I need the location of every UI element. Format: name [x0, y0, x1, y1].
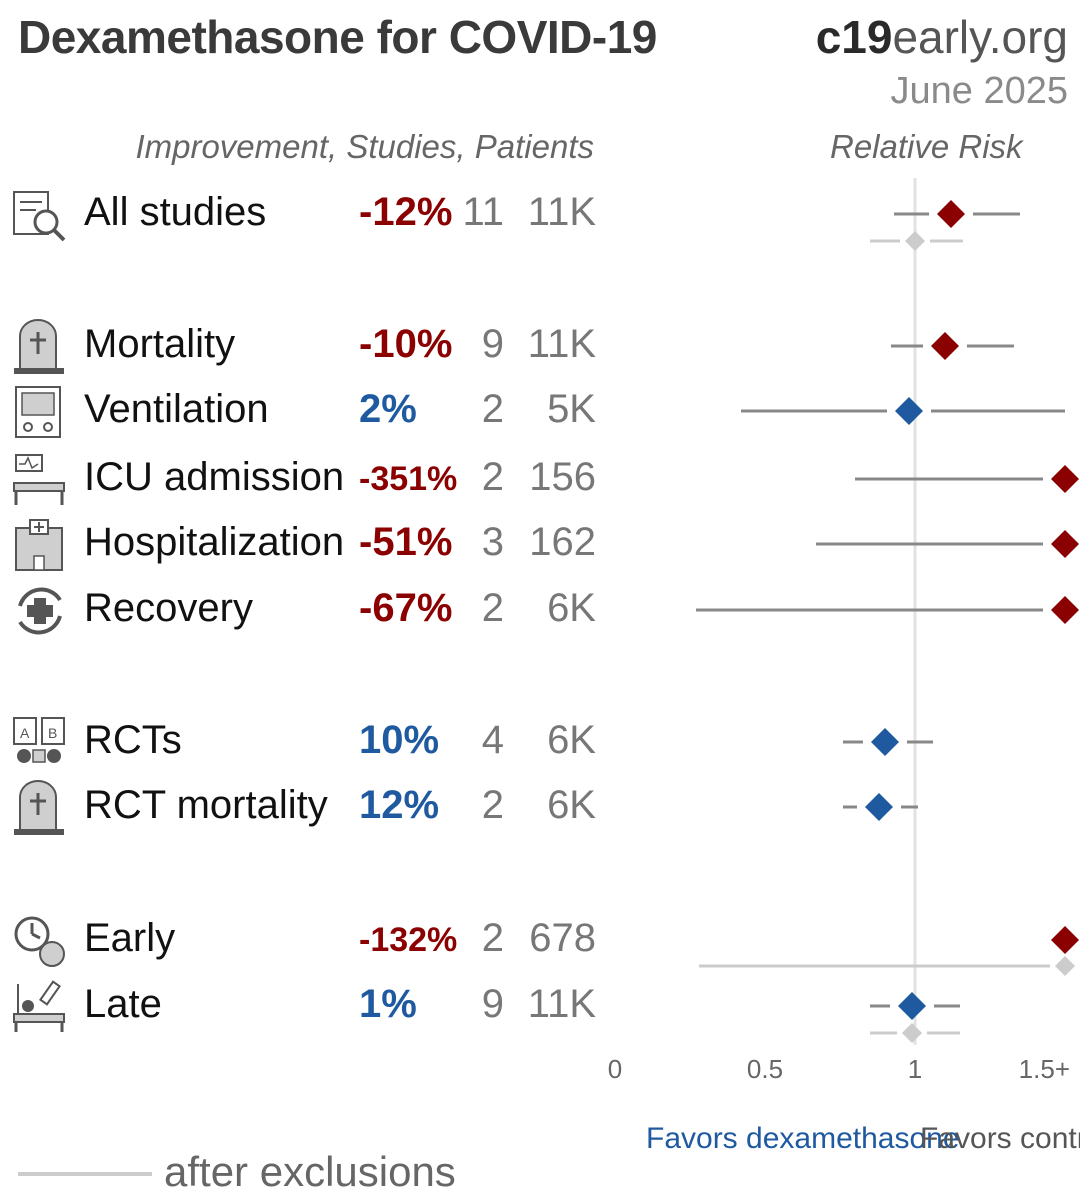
effect-diamond: [1051, 530, 1079, 558]
site-suffix: early.org: [892, 11, 1068, 63]
legend-label: after exclusions: [164, 1148, 456, 1195]
row-improvement: -67%: [359, 586, 453, 630]
row-studies-count: 9: [481, 322, 504, 366]
row-studies-count: 2: [481, 387, 504, 431]
date-label: June 2025: [890, 70, 1069, 112]
site-prefix: c19: [815, 11, 893, 63]
excluded-diamond: [902, 1023, 922, 1043]
icu-bed-icon: [13, 454, 65, 505]
favors-treatment-label: Favors dexamethasone: [646, 1122, 960, 1155]
favors-control-label: Favors control: [920, 1122, 1080, 1155]
svg-text:B: B: [48, 725, 57, 741]
effect-diamond: [865, 793, 893, 821]
row-patients-count: 156: [529, 455, 596, 499]
row-improvement: 1%: [359, 982, 417, 1026]
row-label: Late: [84, 982, 162, 1026]
row-improvement: -10%: [359, 322, 453, 366]
row-studies-count: 11: [462, 190, 504, 234]
row-label: ICU admission: [84, 455, 345, 499]
row-label: RCTs: [84, 718, 182, 762]
recovery-cycle-icon: [18, 587, 62, 635]
x-tick-label: 0.5: [747, 1054, 783, 1084]
effect-diamond: [895, 397, 923, 425]
effect-diamond: [1051, 596, 1079, 624]
row-improvement: -51%: [359, 520, 453, 564]
effect-diamond: [871, 728, 899, 756]
row-improvement: -132%: [359, 921, 458, 959]
effect-diamond: [1051, 926, 1079, 954]
tombstone-icon: [14, 319, 64, 374]
x-tick-label: 1.5+: [1019, 1054, 1070, 1084]
document-search-icon: [13, 191, 66, 242]
svg-text:A: A: [20, 725, 30, 741]
row-studies-count: 2: [481, 455, 504, 499]
row-patients-count: 162: [529, 520, 596, 564]
ventilator-icon: [15, 386, 61, 438]
effect-diamond: [931, 332, 959, 360]
hospital-icon: [15, 519, 63, 571]
row-patients-count: 11K: [527, 322, 596, 366]
row-label: Hospitalization: [84, 520, 345, 564]
column-header-left: Improvement, Studies, Patients: [135, 128, 594, 165]
row-improvement: 2%: [359, 387, 417, 431]
row-studies-count: 4: [481, 718, 504, 762]
site-name[interactable]: c19early.org: [816, 10, 1068, 64]
chart-title: Dexamethasone for COVID-19: [18, 11, 657, 63]
row-patients-count: 6K: [547, 718, 596, 762]
row-studies-count: 2: [481, 916, 504, 960]
effect-diamond: [937, 200, 965, 228]
early-treatment-icon: [14, 916, 65, 967]
row-label: All studies: [84, 190, 267, 234]
effect-diamond: [1051, 465, 1079, 493]
randomized-trial-icon: A B: [13, 717, 65, 763]
x-tick-label: 0: [608, 1054, 622, 1084]
row-label: Recovery: [84, 586, 253, 630]
row-label: Ventilation: [84, 387, 269, 431]
row-improvement: -12%: [359, 190, 453, 234]
effect-diamond: [898, 992, 926, 1020]
x-tick-label: 1: [908, 1054, 922, 1084]
row-patients-count: 678: [529, 916, 596, 960]
row-improvement: 12%: [359, 783, 440, 827]
excluded-diamond: [1055, 956, 1075, 976]
tombstone-icon: [14, 780, 64, 835]
row-studies-count: 2: [481, 586, 504, 630]
row-studies-count: 2: [481, 783, 504, 827]
row-label: Mortality: [84, 322, 236, 366]
row-label: RCT mortality: [84, 783, 328, 827]
late-treatment-icon: [13, 980, 65, 1032]
row-patients-count: 6K: [547, 586, 596, 630]
row-patients-count: 5K: [547, 387, 596, 431]
row-patients-count: 11K: [527, 982, 596, 1026]
column-header-right: Relative Risk: [830, 128, 1023, 165]
row-patients-count: 6K: [547, 783, 596, 827]
row-patients-count: 11K: [527, 190, 596, 234]
row-studies-count: 9: [481, 982, 504, 1026]
excluded-diamond: [905, 231, 925, 251]
row-improvement: -351%: [359, 460, 458, 498]
row-improvement: 10%: [359, 718, 440, 762]
row-label: Early: [84, 916, 176, 960]
row-studies-count: 3: [481, 520, 504, 564]
